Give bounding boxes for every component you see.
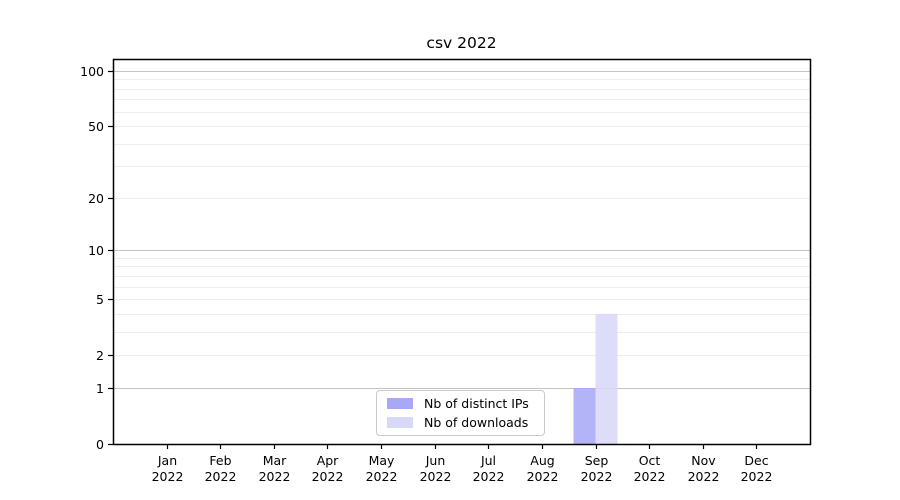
y-axis: 0 1 2 5 10 20 50 100 bbox=[80, 64, 113, 452]
bar-sep-series-1 bbox=[595, 313, 618, 444]
legend-swatch-downloads bbox=[387, 417, 413, 428]
x-tick-label-year: 2022 bbox=[527, 469, 559, 484]
legend-label-downloads: Nb of downloads bbox=[424, 415, 529, 430]
x-tick-label-year: 2022 bbox=[634, 469, 666, 484]
x-tick-label-year: 2022 bbox=[205, 469, 237, 484]
x-tick-label-month: Jun bbox=[425, 453, 446, 468]
y-tick-label: 50 bbox=[88, 119, 104, 134]
x-tick-label-year: 2022 bbox=[420, 469, 452, 484]
x-tick-label-year: 2022 bbox=[366, 469, 398, 484]
x-tick-label-month: Jan bbox=[157, 453, 177, 468]
y-tick-label: 0 bbox=[96, 437, 104, 452]
x-tick-label-month: Jul bbox=[480, 453, 496, 468]
y-tick-label: 2 bbox=[96, 348, 104, 363]
x-axis: Jan2022Feb2022Mar2022Apr2022May2022Jun20… bbox=[152, 444, 773, 484]
legend-swatch-distinct-ips bbox=[387, 398, 413, 409]
y-tick-label: 100 bbox=[80, 64, 104, 79]
x-tick-label-year: 2022 bbox=[581, 469, 613, 484]
legend-item-distinct-ips: Nb of distinct IPs bbox=[387, 396, 536, 411]
x-tick-label-month: Aug bbox=[530, 453, 554, 468]
chart-title: csv 2022 bbox=[426, 34, 497, 52]
x-tick-label-month: Mar bbox=[263, 453, 287, 468]
legend-label-distinct-ips: Nb of distinct IPs bbox=[424, 396, 529, 411]
x-tick-label-month: Apr bbox=[317, 453, 339, 468]
x-tick-label-year: 2022 bbox=[741, 469, 773, 484]
y-tick-label: 5 bbox=[96, 292, 104, 307]
y-tick-label: 10 bbox=[88, 243, 104, 258]
x-tick-label-year: 2022 bbox=[259, 469, 291, 484]
minor-gridlines bbox=[113, 79, 810, 356]
plot-frame bbox=[112, 58, 812, 446]
bars bbox=[573, 313, 618, 444]
x-tick-label-year: 2022 bbox=[152, 469, 184, 484]
x-tick-label-year: 2022 bbox=[312, 469, 344, 484]
x-tick-label-month: Dec bbox=[744, 453, 768, 468]
y-tick-label: 1 bbox=[96, 381, 104, 396]
x-tick-label-year: 2022 bbox=[688, 469, 720, 484]
bar-sep-series-0 bbox=[573, 388, 596, 444]
legend-item-downloads: Nb of downloads bbox=[387, 415, 536, 430]
x-tick-label-month: Nov bbox=[691, 453, 716, 468]
x-tick-label-month: May bbox=[369, 453, 395, 468]
y-tick-label: 20 bbox=[88, 191, 104, 206]
x-tick-label-month: Sep bbox=[585, 453, 609, 468]
x-tick-label-month: Feb bbox=[209, 453, 231, 468]
x-tick-label-month: Oct bbox=[639, 453, 661, 468]
x-tick-label-year: 2022 bbox=[473, 469, 505, 484]
major-gridlines bbox=[113, 71, 810, 389]
legend: Nb of distinct IPs Nb of downloads bbox=[376, 390, 545, 436]
